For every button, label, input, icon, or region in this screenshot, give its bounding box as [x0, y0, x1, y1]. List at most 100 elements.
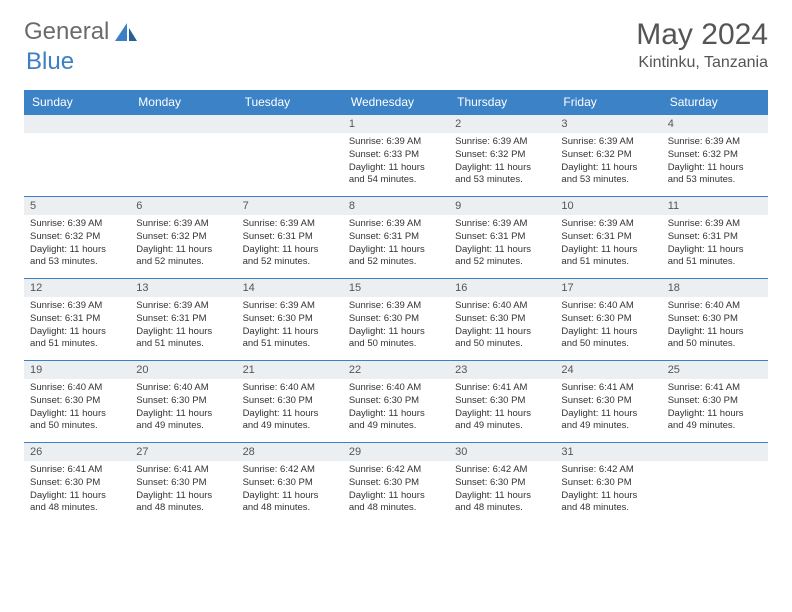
title-block: May 2024 Kintinku, Tanzania: [636, 18, 768, 72]
calendar-cell: 25Sunrise: 6:41 AMSunset: 6:30 PMDayligh…: [662, 361, 768, 443]
day-number: 1: [343, 115, 449, 133]
day-number: 14: [237, 279, 343, 297]
calendar-cell: 26Sunrise: 6:41 AMSunset: 6:30 PMDayligh…: [24, 443, 130, 525]
calendar-body: 1Sunrise: 6:39 AMSunset: 6:33 PMDaylight…: [24, 115, 768, 525]
day-number: 8: [343, 197, 449, 215]
calendar-cell: 21Sunrise: 6:40 AMSunset: 6:30 PMDayligh…: [237, 361, 343, 443]
month-title: May 2024: [636, 18, 768, 52]
day-details: Sunrise: 6:40 AMSunset: 6:30 PMDaylight:…: [343, 379, 449, 439]
day-number: 15: [343, 279, 449, 297]
day-number: 16: [449, 279, 555, 297]
day-number: 25: [662, 361, 768, 379]
day-details: Sunrise: 6:40 AMSunset: 6:30 PMDaylight:…: [130, 379, 236, 439]
dayname-row: Sunday Monday Tuesday Wednesday Thursday…: [24, 90, 768, 115]
day-number: 24: [555, 361, 661, 379]
dayname-tuesday: Tuesday: [237, 90, 343, 115]
day-number: 23: [449, 361, 555, 379]
day-number: 18: [662, 279, 768, 297]
calendar-cell: 8Sunrise: 6:39 AMSunset: 6:31 PMDaylight…: [343, 197, 449, 279]
day-number: 9: [449, 197, 555, 215]
day-number: 22: [343, 361, 449, 379]
day-details: Sunrise: 6:41 AMSunset: 6:30 PMDaylight:…: [555, 379, 661, 439]
day-number: 21: [237, 361, 343, 379]
day-number: 27: [130, 443, 236, 461]
logo-text-blue: Blue: [26, 48, 74, 75]
day-number: 3: [555, 115, 661, 133]
day-details: Sunrise: 6:40 AMSunset: 6:30 PMDaylight:…: [449, 297, 555, 357]
day-number: 11: [662, 197, 768, 215]
calendar-cell: 15Sunrise: 6:39 AMSunset: 6:30 PMDayligh…: [343, 279, 449, 361]
calendar-cell: [24, 115, 130, 197]
day-number: 2: [449, 115, 555, 133]
day-number-empty: [24, 115, 130, 133]
calendar-week-row: 19Sunrise: 6:40 AMSunset: 6:30 PMDayligh…: [24, 361, 768, 443]
calendar-table: Sunday Monday Tuesday Wednesday Thursday…: [24, 90, 768, 525]
day-details: Sunrise: 6:39 AMSunset: 6:32 PMDaylight:…: [130, 215, 236, 275]
day-number: 13: [130, 279, 236, 297]
calendar-cell: 22Sunrise: 6:40 AMSunset: 6:30 PMDayligh…: [343, 361, 449, 443]
calendar-cell: 7Sunrise: 6:39 AMSunset: 6:31 PMDaylight…: [237, 197, 343, 279]
day-details: Sunrise: 6:39 AMSunset: 6:31 PMDaylight:…: [662, 215, 768, 275]
calendar-cell: 4Sunrise: 6:39 AMSunset: 6:32 PMDaylight…: [662, 115, 768, 197]
calendar-cell: 16Sunrise: 6:40 AMSunset: 6:30 PMDayligh…: [449, 279, 555, 361]
calendar-cell: 24Sunrise: 6:41 AMSunset: 6:30 PMDayligh…: [555, 361, 661, 443]
calendar-cell: 1Sunrise: 6:39 AMSunset: 6:33 PMDaylight…: [343, 115, 449, 197]
calendar-cell: 17Sunrise: 6:40 AMSunset: 6:30 PMDayligh…: [555, 279, 661, 361]
day-number: 17: [555, 279, 661, 297]
day-details: Sunrise: 6:39 AMSunset: 6:33 PMDaylight:…: [343, 133, 449, 193]
day-details: Sunrise: 6:40 AMSunset: 6:30 PMDaylight:…: [24, 379, 130, 439]
calendar-cell: 12Sunrise: 6:39 AMSunset: 6:31 PMDayligh…: [24, 279, 130, 361]
calendar-cell: 19Sunrise: 6:40 AMSunset: 6:30 PMDayligh…: [24, 361, 130, 443]
day-details: Sunrise: 6:41 AMSunset: 6:30 PMDaylight:…: [24, 461, 130, 521]
dayname-sunday: Sunday: [24, 90, 130, 115]
calendar-cell: [662, 443, 768, 525]
calendar-cell: 3Sunrise: 6:39 AMSunset: 6:32 PMDaylight…: [555, 115, 661, 197]
calendar-week-row: 5Sunrise: 6:39 AMSunset: 6:32 PMDaylight…: [24, 197, 768, 279]
calendar-week-row: 12Sunrise: 6:39 AMSunset: 6:31 PMDayligh…: [24, 279, 768, 361]
day-number: 20: [130, 361, 236, 379]
calendar-cell: 9Sunrise: 6:39 AMSunset: 6:31 PMDaylight…: [449, 197, 555, 279]
day-details: Sunrise: 6:39 AMSunset: 6:32 PMDaylight:…: [24, 215, 130, 275]
day-details: Sunrise: 6:39 AMSunset: 6:31 PMDaylight:…: [130, 297, 236, 357]
dayname-friday: Friday: [555, 90, 661, 115]
calendar-week-row: 26Sunrise: 6:41 AMSunset: 6:30 PMDayligh…: [24, 443, 768, 525]
day-number: 19: [24, 361, 130, 379]
day-details: Sunrise: 6:42 AMSunset: 6:30 PMDaylight:…: [555, 461, 661, 521]
calendar-week-row: 1Sunrise: 6:39 AMSunset: 6:33 PMDaylight…: [24, 115, 768, 197]
calendar-cell: 28Sunrise: 6:42 AMSunset: 6:30 PMDayligh…: [237, 443, 343, 525]
day-details: Sunrise: 6:39 AMSunset: 6:31 PMDaylight:…: [237, 215, 343, 275]
location: Kintinku, Tanzania: [636, 54, 768, 72]
dayname-thursday: Thursday: [449, 90, 555, 115]
calendar-cell: 14Sunrise: 6:39 AMSunset: 6:30 PMDayligh…: [237, 279, 343, 361]
day-details: Sunrise: 6:40 AMSunset: 6:30 PMDaylight:…: [555, 297, 661, 357]
day-number-empty: [237, 115, 343, 133]
day-number-empty: [662, 443, 768, 461]
day-details: Sunrise: 6:41 AMSunset: 6:30 PMDaylight:…: [662, 379, 768, 439]
day-number: 30: [449, 443, 555, 461]
day-details: Sunrise: 6:40 AMSunset: 6:30 PMDaylight:…: [662, 297, 768, 357]
day-details: Sunrise: 6:39 AMSunset: 6:30 PMDaylight:…: [237, 297, 343, 357]
day-number: 4: [662, 115, 768, 133]
calendar-cell: 27Sunrise: 6:41 AMSunset: 6:30 PMDayligh…: [130, 443, 236, 525]
dayname-wednesday: Wednesday: [343, 90, 449, 115]
day-details: Sunrise: 6:39 AMSunset: 6:31 PMDaylight:…: [24, 297, 130, 357]
calendar-cell: 2Sunrise: 6:39 AMSunset: 6:32 PMDaylight…: [449, 115, 555, 197]
day-number: 29: [343, 443, 449, 461]
day-number: 12: [24, 279, 130, 297]
day-details: Sunrise: 6:42 AMSunset: 6:30 PMDaylight:…: [237, 461, 343, 521]
day-details: Sunrise: 6:39 AMSunset: 6:32 PMDaylight:…: [449, 133, 555, 193]
calendar-cell: 29Sunrise: 6:42 AMSunset: 6:30 PMDayligh…: [343, 443, 449, 525]
calendar-cell: 31Sunrise: 6:42 AMSunset: 6:30 PMDayligh…: [555, 443, 661, 525]
day-details: Sunrise: 6:42 AMSunset: 6:30 PMDaylight:…: [449, 461, 555, 521]
day-number: 7: [237, 197, 343, 215]
calendar-cell: 20Sunrise: 6:40 AMSunset: 6:30 PMDayligh…: [130, 361, 236, 443]
day-number-empty: [130, 115, 236, 133]
dayname-saturday: Saturday: [662, 90, 768, 115]
logo-sail-icon: [113, 21, 139, 43]
logo-text-general: General: [24, 18, 109, 46]
calendar-cell: 23Sunrise: 6:41 AMSunset: 6:30 PMDayligh…: [449, 361, 555, 443]
day-number: 31: [555, 443, 661, 461]
calendar-cell: 11Sunrise: 6:39 AMSunset: 6:31 PMDayligh…: [662, 197, 768, 279]
calendar-cell: 30Sunrise: 6:42 AMSunset: 6:30 PMDayligh…: [449, 443, 555, 525]
day-number: 26: [24, 443, 130, 461]
